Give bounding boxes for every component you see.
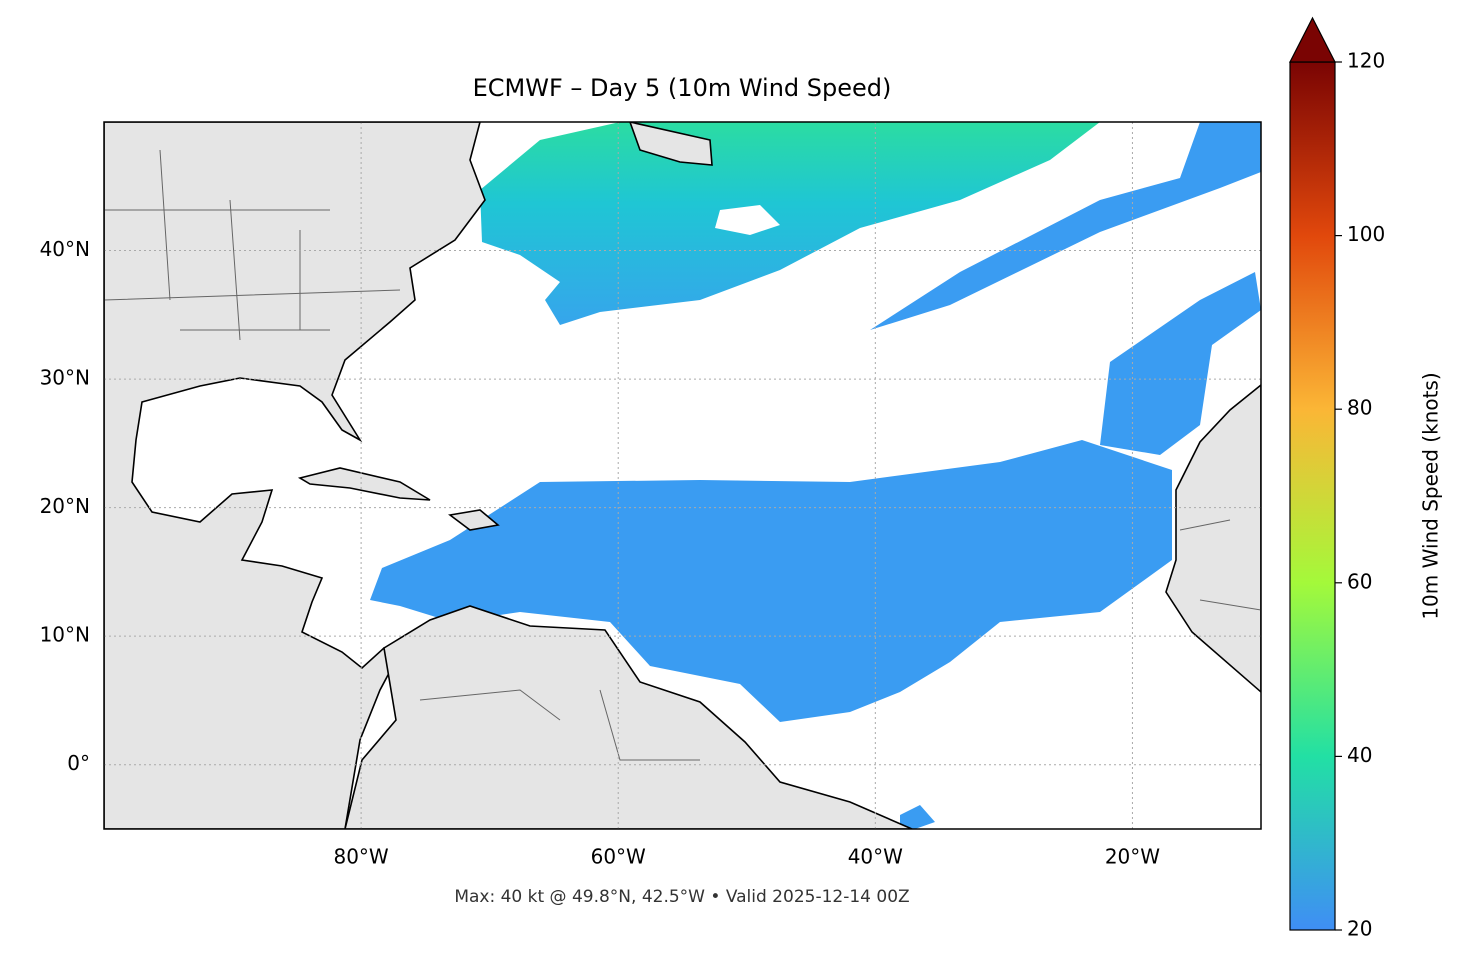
colorbar-tick-label: 80: [1347, 396, 1372, 420]
y-tick-label: 20°N: [40, 494, 90, 518]
map-area: [104, 122, 1261, 829]
colorbar: 10m Wind Speed (knots) 20 40 60 80 100 120: [1289, 16, 1443, 941]
colorbar-tick-label: 40: [1347, 743, 1372, 767]
colorbar-body: [1289, 61, 1336, 931]
land-americas: [104, 122, 486, 829]
x-tick-label: 60°W: [591, 845, 646, 869]
colorbar-label: 10m Wind Speed (knots): [1419, 372, 1443, 619]
x-tick-label: 40°W: [848, 845, 903, 869]
x-tick-label: 80°W: [333, 845, 388, 869]
colorbar-tick-label: 120: [1347, 49, 1385, 73]
land-africa: [1165, 383, 1261, 694]
y-tick-label: 0°: [67, 751, 90, 775]
wind-patch: [870, 122, 1261, 330]
borders: [104, 149, 1261, 761]
y-tick-label: 10°N: [40, 623, 90, 647]
wind-patch: [900, 805, 935, 829]
wind-patch: [370, 440, 1172, 722]
wind-gap: [715, 205, 780, 235]
land-south-america: [344, 605, 913, 829]
y-tick-label: 40°N: [40, 237, 90, 261]
land-hispaniola: [448, 509, 500, 531]
colorbar-tick-label: 20: [1347, 917, 1372, 941]
x-tick-label: 20°W: [1105, 845, 1160, 869]
wind-patch: [1100, 272, 1261, 455]
land-cuba: [297, 467, 431, 501]
colorbar-tick-label: 100: [1347, 222, 1385, 246]
colorbar-extend: [1289, 16, 1336, 63]
map-frame: [103, 121, 1262, 830]
land-newfoundland: [629, 122, 713, 166]
wind-field: [370, 122, 1261, 829]
land: [104, 122, 1261, 829]
y-tick-label: 30°N: [40, 366, 90, 390]
map-title: ECMWF – Day 5 (10m Wind Speed): [473, 74, 892, 102]
colorbar-tick-label: 60: [1347, 569, 1372, 593]
footnote: Max: 40 kt @ 49.8°N, 42.5°W • Valid 2025…: [454, 887, 909, 907]
wind-patch: [480, 122, 1100, 325]
